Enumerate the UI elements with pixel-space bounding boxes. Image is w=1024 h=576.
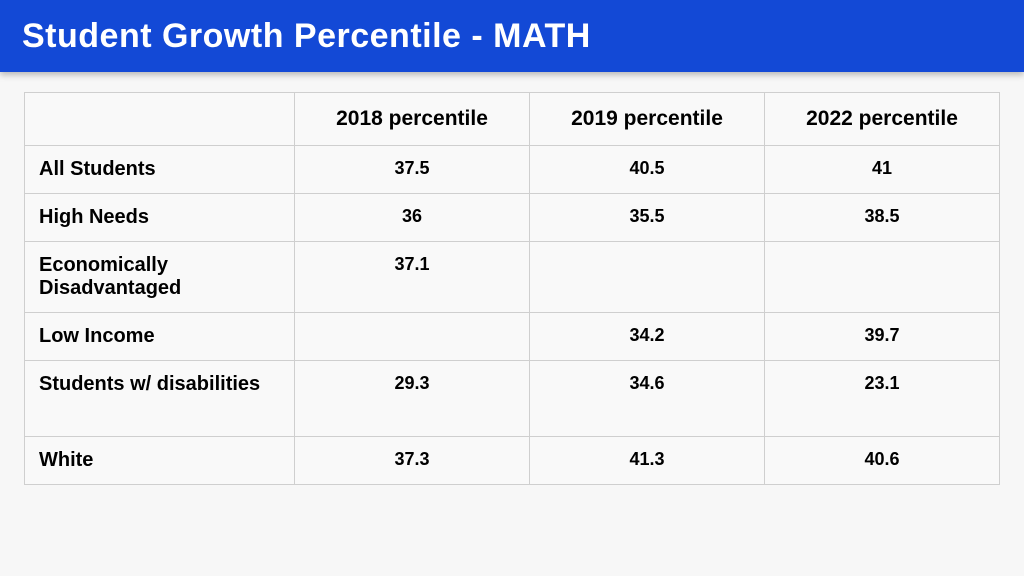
cell: 35.5 [530, 194, 765, 242]
table-row: All Students 37.5 40.5 41 [25, 146, 1000, 194]
row-label: Low Income [25, 313, 295, 361]
title-bar: Student Growth Percentile - MATH [0, 0, 1024, 72]
cell: 41 [765, 146, 1000, 194]
cell [295, 313, 530, 361]
cell: 37.1 [295, 242, 530, 313]
cell: 34.6 [530, 361, 765, 437]
cell: 37.5 [295, 146, 530, 194]
cell: 34.2 [530, 313, 765, 361]
cell: 36 [295, 194, 530, 242]
row-label: High Needs [25, 194, 295, 242]
col-header-blank [25, 93, 295, 146]
growth-percentile-table: 2018 percentile 2019 percentile 2022 per… [24, 92, 1000, 485]
table-container: 2018 percentile 2019 percentile 2022 per… [0, 72, 1024, 485]
cell [530, 242, 765, 313]
cell: 23.1 [765, 361, 1000, 437]
cell: 38.5 [765, 194, 1000, 242]
col-header-2022: 2022 percentile [765, 93, 1000, 146]
col-header-2019: 2019 percentile [530, 93, 765, 146]
table-row: Low Income 34.2 39.7 [25, 313, 1000, 361]
table-row: High Needs 36 35.5 38.5 [25, 194, 1000, 242]
row-label: White [25, 437, 295, 485]
cell: 29.3 [295, 361, 530, 437]
cell: 39.7 [765, 313, 1000, 361]
cell: 40.6 [765, 437, 1000, 485]
table-row: White 37.3 41.3 40.6 [25, 437, 1000, 485]
row-label: Economically Disadvantaged [25, 242, 295, 313]
cell [765, 242, 1000, 313]
row-label: All Students [25, 146, 295, 194]
row-label: Students w/ disabilities [25, 361, 295, 437]
cell: 41.3 [530, 437, 765, 485]
table-header-row: 2018 percentile 2019 percentile 2022 per… [25, 93, 1000, 146]
page-title: Student Growth Percentile - MATH [22, 17, 591, 56]
table-row: Students w/ disabilities 29.3 34.6 23.1 [25, 361, 1000, 437]
cell: 37.3 [295, 437, 530, 485]
col-header-2018: 2018 percentile [295, 93, 530, 146]
table-row: Economically Disadvantaged 37.1 [25, 242, 1000, 313]
cell: 40.5 [530, 146, 765, 194]
